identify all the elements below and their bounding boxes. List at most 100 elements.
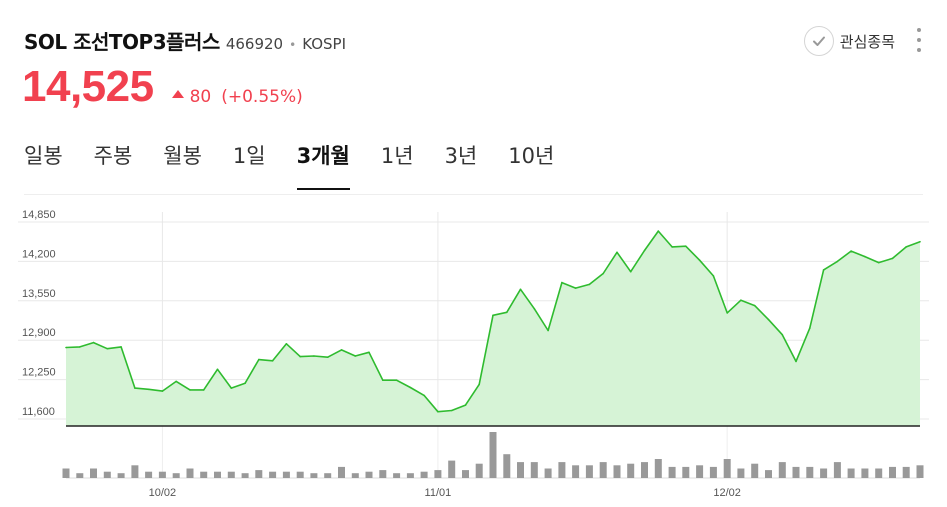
- price-point: [588, 283, 591, 286]
- more-options-icon[interactable]: [917, 28, 921, 52]
- tab-period[interactable]: 1일: [232, 144, 266, 168]
- up-arrow-icon: [171, 90, 184, 98]
- price-point: [271, 360, 274, 362]
- volume-bar: [737, 468, 745, 478]
- current-price: 14,525: [22, 62, 154, 111]
- volume-bar: [613, 465, 621, 478]
- tab-period[interactable]: 3개월: [296, 140, 351, 190]
- price-point: [106, 347, 109, 350]
- volume-bar: [861, 468, 869, 478]
- volume-bar: [324, 473, 332, 478]
- price-point: [134, 387, 136, 389]
- volume-bar: [365, 471, 373, 478]
- price-point: [506, 311, 508, 314]
- price-point: [561, 281, 563, 284]
- volume-bar: [585, 465, 593, 478]
- volume-bar: [448, 460, 456, 478]
- price-point: [671, 246, 673, 248]
- volume-bar: [420, 471, 428, 478]
- price-point: [753, 304, 756, 307]
- price-point: [712, 275, 715, 277]
- price-point: [354, 355, 357, 357]
- price-point: [437, 410, 439, 413]
- price-point: [299, 355, 302, 358]
- volume-bar: [172, 473, 180, 478]
- volume-bar: [434, 470, 442, 478]
- volume-bar: [572, 465, 580, 478]
- volume-bar: [889, 466, 896, 478]
- volume-bar: [875, 468, 883, 478]
- tab-period[interactable]: 주봉: [93, 144, 133, 168]
- x-tick-label: 12/02: [713, 487, 741, 499]
- volume-bar: [186, 468, 194, 478]
- price-point: [65, 346, 67, 349]
- price-point: [767, 318, 770, 321]
- volume-bar: [489, 432, 497, 478]
- price-point: [891, 257, 894, 260]
- price-point: [643, 249, 646, 252]
- tab-period[interactable]: 일봉: [24, 144, 63, 168]
- price-point: [478, 383, 481, 386]
- volume-bar: [723, 459, 731, 478]
- price-point: [492, 314, 494, 317]
- volume-bar: [847, 468, 855, 478]
- price-point: [313, 355, 315, 357]
- volume-bar: [338, 466, 345, 478]
- volume-bar: [282, 471, 290, 478]
- separator-dot: •: [289, 38, 297, 52]
- price-point: [216, 368, 219, 371]
- x-tick-label: 11/01: [425, 487, 452, 499]
- period-tabs: 일봉 주봉 월봉 1일 3개월 1년 3년 10년: [24, 140, 585, 190]
- volume-bar: [599, 462, 607, 478]
- change-amount: 80: [189, 87, 212, 107]
- volume-bar: [778, 462, 786, 478]
- price-point: [189, 389, 191, 391]
- favorite-button[interactable]: 관심종목: [803, 26, 895, 56]
- price-point: [864, 255, 866, 258]
- price-point: [781, 333, 784, 336]
- price-point: [244, 382, 246, 385]
- volume-bar: [833, 462, 841, 478]
- price-point: [519, 288, 522, 291]
- volume-bar: [475, 463, 483, 478]
- market-name: KOSPI: [302, 35, 347, 53]
- volume-bar: [654, 459, 662, 478]
- price-point: [685, 245, 687, 247]
- volume-bar: [269, 471, 277, 478]
- volume-bar: [90, 468, 97, 478]
- price-point: [368, 351, 370, 354]
- y-tick-label: 14,200: [22, 248, 56, 260]
- price-point: [326, 356, 329, 359]
- tab-period[interactable]: 월봉: [163, 144, 202, 168]
- volume-bar: [393, 473, 401, 478]
- volume-bar: [103, 471, 111, 478]
- y-tick-label: 13,550: [22, 288, 56, 300]
- price-point: [79, 346, 81, 348]
- y-tick-label: 14,850: [22, 209, 56, 221]
- volume-bar: [241, 473, 249, 478]
- price-point: [409, 386, 412, 389]
- price-point: [285, 343, 288, 345]
- price-row: 14,525 80 (+0.55%): [22, 62, 303, 112]
- y-tick-label: 12,250: [22, 367, 56, 379]
- tab-period[interactable]: 1년: [380, 144, 414, 168]
- price-point: [850, 250, 852, 252]
- price-area-fill: [66, 231, 920, 426]
- change-percent: (+0.55%): [221, 87, 303, 107]
- check-icon[interactable]: [803, 26, 834, 56]
- volume-bar: [503, 454, 511, 478]
- price-point: [175, 380, 177, 383]
- tab-period[interactable]: 3년: [444, 144, 478, 168]
- volume-bar: [255, 470, 263, 478]
- volume-bar: [668, 466, 676, 478]
- favorite-label[interactable]: 관심종목: [839, 32, 895, 51]
- volume-bar: [682, 466, 690, 478]
- price-point: [616, 251, 618, 254]
- tab-period[interactable]: 10년: [508, 144, 555, 168]
- volume-bar: [406, 473, 414, 478]
- volume-bar: [902, 466, 910, 478]
- volume-bar: [158, 471, 166, 478]
- price-point: [602, 272, 604, 275]
- volume-bar: [530, 462, 538, 478]
